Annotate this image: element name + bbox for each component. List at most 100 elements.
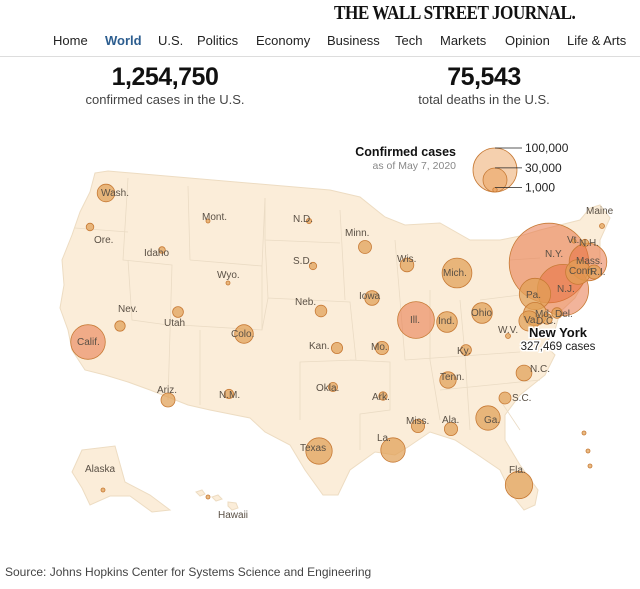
nav-business[interactable]: Business — [327, 33, 380, 48]
bubble-maine — [599, 223, 605, 229]
bubble-ga-circle — [475, 405, 501, 431]
bubble-nev-label: Nev. — [118, 304, 138, 315]
bubble-mo-circle — [374, 340, 389, 355]
masthead-logo[interactable]: THE WALL STREET JOURNAL. — [334, 2, 576, 24]
bubble-utah-label: Utah — [164, 318, 185, 329]
bubble-nd-circle — [305, 217, 312, 224]
bubble-nj-label: N.J. — [557, 284, 575, 295]
us-land — [59, 170, 611, 513]
bubble-okla-circle — [327, 381, 338, 392]
confirmed-cases-stat: 1,254,750 confirmed cases in the U.S. — [15, 62, 315, 108]
bubble-texas — [305, 437, 333, 465]
bubble-maine-circle — [599, 223, 605, 229]
bubble-va — [518, 310, 540, 332]
legend-subtitle: as of May 7, 2020 — [373, 160, 457, 172]
bubble-fla-circle — [504, 470, 534, 500]
bubble-conn-label: Conn. — [569, 266, 596, 277]
highlight-case-count: 327,469 cases — [521, 341, 596, 353]
bubble-nd-label: N.D. — [293, 214, 313, 225]
bubble-alaska-circle — [100, 487, 106, 493]
bubble-iowa-circle — [364, 290, 380, 306]
bubble-dc — [541, 313, 553, 325]
bubble-nc-label: N.C. — [530, 364, 550, 375]
bubble-mont — [205, 218, 211, 224]
bubble-ark-circle — [378, 391, 388, 401]
bubble-minn-circle — [358, 240, 372, 254]
bubble-tenn-label: Tenn. — [440, 372, 464, 383]
bubble-maine-label: Maine — [586, 206, 614, 217]
confirmed-cases-value: 1,254,750 — [111, 63, 219, 91]
bubble-wash-label: Wash. — [101, 188, 129, 199]
bubble-vt-label: Vt. — [567, 235, 579, 246]
bubble-iowa — [364, 290, 380, 306]
bubble-ri-circle — [586, 264, 602, 280]
nav-home[interactable]: Home — [53, 33, 88, 48]
nav-opinion[interactable]: Opinion — [505, 33, 550, 48]
total-deaths-label: total deaths in the U.S. — [418, 92, 550, 107]
bubble-idaho — [158, 246, 166, 254]
bubble-neb-circle — [314, 304, 328, 318]
us-cases-bubble-map: N.Y. N.J. Mass. Ill. Calif. Pa. Mich. Fla. Texas… — [59, 141, 614, 521]
bubble-idaho-label: Idaho — [144, 248, 169, 259]
nav-us[interactable]: U.S. — [158, 33, 184, 48]
nav-life-arts[interactable]: Life & Arts — [567, 33, 627, 48]
bubble-wis-circle — [399, 257, 415, 273]
bubble-mo — [374, 340, 389, 355]
bubble-wv-circle — [505, 333, 511, 339]
bubble-ohio-circle — [471, 302, 493, 324]
bubble-ore-label: Ore. — [94, 235, 113, 246]
bubble-dc-label: D.C. — [536, 316, 556, 327]
bubble-del-circle — [551, 307, 563, 319]
bubble-ariz-circle — [160, 392, 176, 408]
nav-politics[interactable]: Politics — [197, 33, 239, 48]
bubble-nm-label: N.M. — [219, 390, 240, 401]
bubble-territory-3-circle — [587, 463, 593, 469]
bubble-wv — [505, 333, 511, 339]
bubble-fla — [504, 470, 534, 500]
bubble-sd-label: S.D. — [293, 256, 312, 267]
bubble-ohio-label: Ohio — [471, 308, 493, 319]
bubble-alaska-label: Alaska — [85, 464, 115, 475]
bubble-wis-label: Wis. — [397, 254, 416, 265]
bubble-wash-circle — [96, 183, 116, 203]
bubble-sc — [498, 391, 512, 405]
bubble-va-circle — [518, 310, 540, 332]
nav-world[interactable]: World — [105, 33, 142, 48]
total-deaths-stat: 75,543 total deaths in the U.S. — [334, 62, 634, 108]
bubble-tenn — [439, 371, 457, 389]
bubble-mo-label: Mo. — [371, 342, 388, 353]
bubble-ala — [443, 421, 458, 436]
bubble-ala-label: Ala. — [442, 415, 459, 426]
bubble-nc-circle — [515, 364, 533, 382]
bubble-utah-circle — [172, 306, 184, 318]
hawaii-shape — [195, 489, 239, 511]
bubble-ariz — [160, 392, 176, 408]
highlight-callout: New York 327,469 cases — [519, 324, 597, 355]
bubble-ark — [378, 391, 388, 401]
bubble-nh — [580, 238, 590, 248]
bubble-idaho-circle — [158, 246, 166, 254]
masthead[interactable]: THE WALL STREET JOURNAL. — [0, 2, 640, 26]
bubble-minn-label: Minn. — [345, 228, 369, 239]
bubble-la-label: La. — [377, 433, 391, 444]
nav-economy[interactable]: Economy — [256, 33, 311, 48]
bubble-mont-circle — [205, 218, 211, 224]
bubble-neb — [314, 304, 328, 318]
bubble-ri-label: R.I. — [590, 267, 606, 278]
state-border-central — [261, 198, 391, 450]
alaska-shape — [71, 445, 172, 513]
bubble-wv-label: W.V. — [498, 325, 518, 336]
nav-markets[interactable]: Markets — [440, 33, 487, 48]
bubble-md-label: Md. — [535, 309, 552, 320]
bubble-mich-label: Mich. — [443, 268, 467, 279]
bubble-hawaii — [205, 494, 211, 500]
bubble-calif — [70, 324, 106, 360]
bubble-del-label: Del. — [555, 309, 573, 320]
bubble-ill-circle — [397, 301, 435, 339]
nav-tech[interactable]: Tech — [395, 33, 423, 48]
bubble-ark-label: Ark. — [372, 392, 390, 403]
bubble-mich — [441, 257, 473, 289]
bubble-colo-circle — [234, 324, 254, 344]
bubble-ny-label: N.Y. — [545, 249, 563, 260]
bubble-nm-circle — [223, 388, 235, 400]
